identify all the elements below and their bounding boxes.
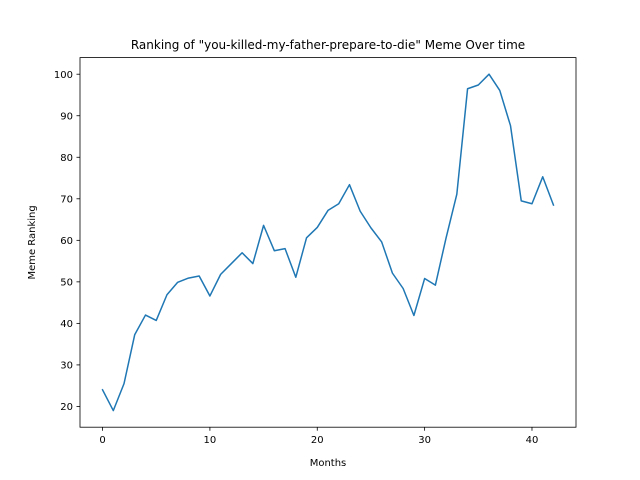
plot-frame [79, 57, 577, 428]
x-tick-label: 0 [99, 435, 105, 446]
x-tick-label: 10 [204, 435, 217, 446]
series-line-0 [101, 73, 555, 412]
y-tick-label: 90 [60, 111, 73, 122]
y-tick-label: 60 [60, 236, 73, 247]
x-axis-label: Months [310, 458, 347, 469]
x-axis-ticks: 0 10 20 30 40 [99, 427, 538, 446]
y-tick-label: 40 [60, 319, 73, 330]
y-tick-label: 80 [60, 153, 73, 164]
y-tick-label: 50 [60, 277, 73, 288]
y-tick-label: 70 [60, 194, 73, 205]
y-tick-label: 30 [60, 361, 73, 372]
chart-title: Ranking of "you-killed-my-father-prepare… [131, 38, 525, 52]
x-tick-label: 20 [311, 435, 324, 446]
y-tick-label: 20 [60, 402, 73, 413]
y-axis-label: Meme Ranking [27, 205, 38, 279]
y-tick-label: 100 [54, 70, 73, 81]
y-axis-ticks: 20 30 40 50 60 70 80 90 100 [54, 70, 80, 413]
x-tick-label: 30 [418, 435, 431, 446]
series-layer [101, 73, 555, 412]
plot-area [80, 57, 576, 428]
x-tick-label: 40 [526, 435, 539, 446]
